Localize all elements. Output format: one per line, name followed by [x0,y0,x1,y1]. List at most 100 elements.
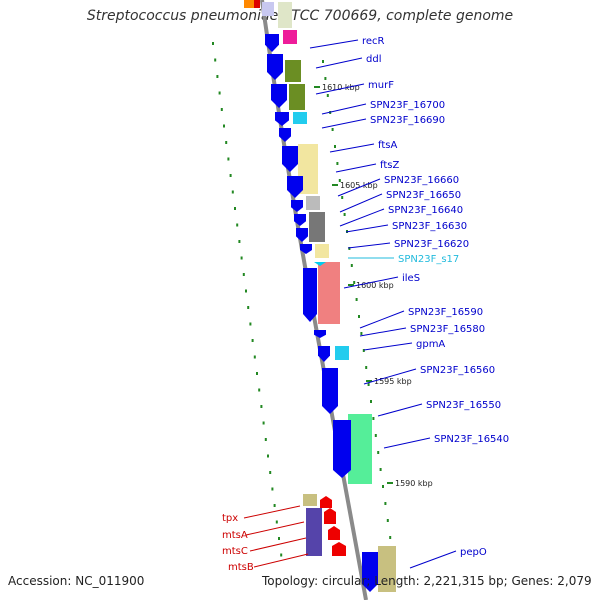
guide-dot [331,128,334,131]
scale-label: 1595 kbp [374,377,412,386]
gene-label[interactable]: SPN23F_16540 [434,434,509,445]
cds-arrows [265,34,378,592]
guide-dot [238,240,241,243]
guide-dot [353,281,356,284]
guide-dot [382,485,384,488]
guide-dot [251,339,254,342]
guide-dot [374,434,377,437]
gene-label[interactable]: ddl [366,54,381,65]
gene-label[interactable]: SPN23F_16590 [408,307,483,318]
label-connector [321,118,367,129]
guide-dot [242,273,245,276]
guide-dot [223,124,225,128]
scale-label: 1610 kbp [322,83,360,92]
gene-label[interactable]: SPN23F_16660 [384,175,459,186]
cds-arrow [320,496,332,508]
label-connector [359,327,407,337]
guide-dot [262,421,265,425]
guide-dot [338,179,341,182]
guide-dot [377,451,380,454]
summary-text: Topology: circular; Length: 2,221,315 bp… [262,574,592,588]
label-connector [409,550,457,569]
label-connector [345,224,389,233]
guide-dot [334,145,336,148]
guide-dot [324,77,327,80]
scale-label: 1590 kbp [395,479,433,488]
guide-dot [273,504,276,507]
feature-block [315,244,329,258]
gene-label[interactable]: pepO [460,547,487,558]
guide-dot [212,42,214,45]
gene-label[interactable]: mtsB [228,562,254,573]
guide-dot [225,141,228,144]
cds-arrow [322,368,338,414]
guide-dot [365,366,368,369]
cds-arrow [333,420,351,478]
cds-arrow [303,268,317,322]
scale-label: 1600 kbp [356,281,394,290]
cds-arrow [294,214,306,226]
scale-ticks: 1610 kbp 1605 kbp 1600 kbp 1595 kbp 1590 kbp [314,83,433,488]
gene-label[interactable]: SPN23F_16690 [370,115,445,126]
label-connector [343,276,399,289]
label-connector [253,553,309,568]
gene-label[interactable]: SPN23F_16700 [370,100,445,111]
gene-label[interactable]: recR [362,36,385,47]
feature-block [309,212,325,242]
feature-block [285,60,301,82]
feature-block [283,30,297,44]
guide-dot [220,108,223,111]
gene-label[interactable]: SPN23F_16550 [426,400,501,411]
guide-dot [360,332,363,335]
gene-label[interactable]: murF [368,80,394,91]
guide-dot [245,289,247,293]
label-connector [337,178,381,197]
gene-label[interactable]: ftsA [378,140,397,151]
accession-text: Accession: NC_011900 [8,574,145,588]
label-connector [245,521,305,536]
guide-dot [229,174,232,177]
cds-arrow [314,330,326,338]
guide-dot [355,298,358,301]
gene-label[interactable]: SPN23F_16580 [410,324,485,335]
gene-label[interactable]: SPN23F_16620 [394,239,469,250]
gene-label[interactable]: mtsA [222,530,248,541]
gene-label[interactable]: tpx [222,513,238,524]
label-connector [321,103,367,115]
right-labels: recR ddl murF SPN23F_16700 SPN23F_16690 ftsA f… [309,36,509,569]
cds-arrow [275,112,289,126]
feature-block [306,508,322,556]
gene-label[interactable]: ileS [402,273,420,284]
guide-dot [341,196,344,199]
label-connector [347,242,391,249]
gene-label[interactable]: SPN23F_16640 [388,205,463,216]
feature-block [303,494,317,506]
feature-block [293,112,307,124]
guide-dot [234,207,236,210]
feature-block [244,0,254,8]
scale-label: 1605 kbp [340,181,378,190]
gene-label[interactable]: gpmA [416,339,445,350]
guide-dot [227,157,230,161]
feature-block [348,414,372,484]
guide-dot [367,383,370,386]
gene-label[interactable]: SPN23F_16650 [386,190,461,201]
gene-label[interactable]: mtsC [222,546,248,557]
guide-dot [271,487,274,491]
left-labels: tpx mtsA mtsC mtsB [222,505,309,573]
guide-dot [256,372,258,375]
gene-label[interactable]: ftsZ [380,160,399,171]
guide-dot [231,190,234,194]
gene-label[interactable]: SPN23F_s17 [398,254,459,265]
label-connector [363,342,413,351]
guide-dot [267,454,269,458]
guide-dot [348,247,351,250]
gene-label[interactable]: SPN23F_16560 [420,365,495,376]
cds-arrow [287,176,303,198]
gene-label[interactable]: SPN23F_16630 [392,221,467,232]
guide-dot [260,405,263,408]
guide-dot [264,438,267,441]
cds-arrow [300,244,312,254]
guide-dot [253,355,256,359]
